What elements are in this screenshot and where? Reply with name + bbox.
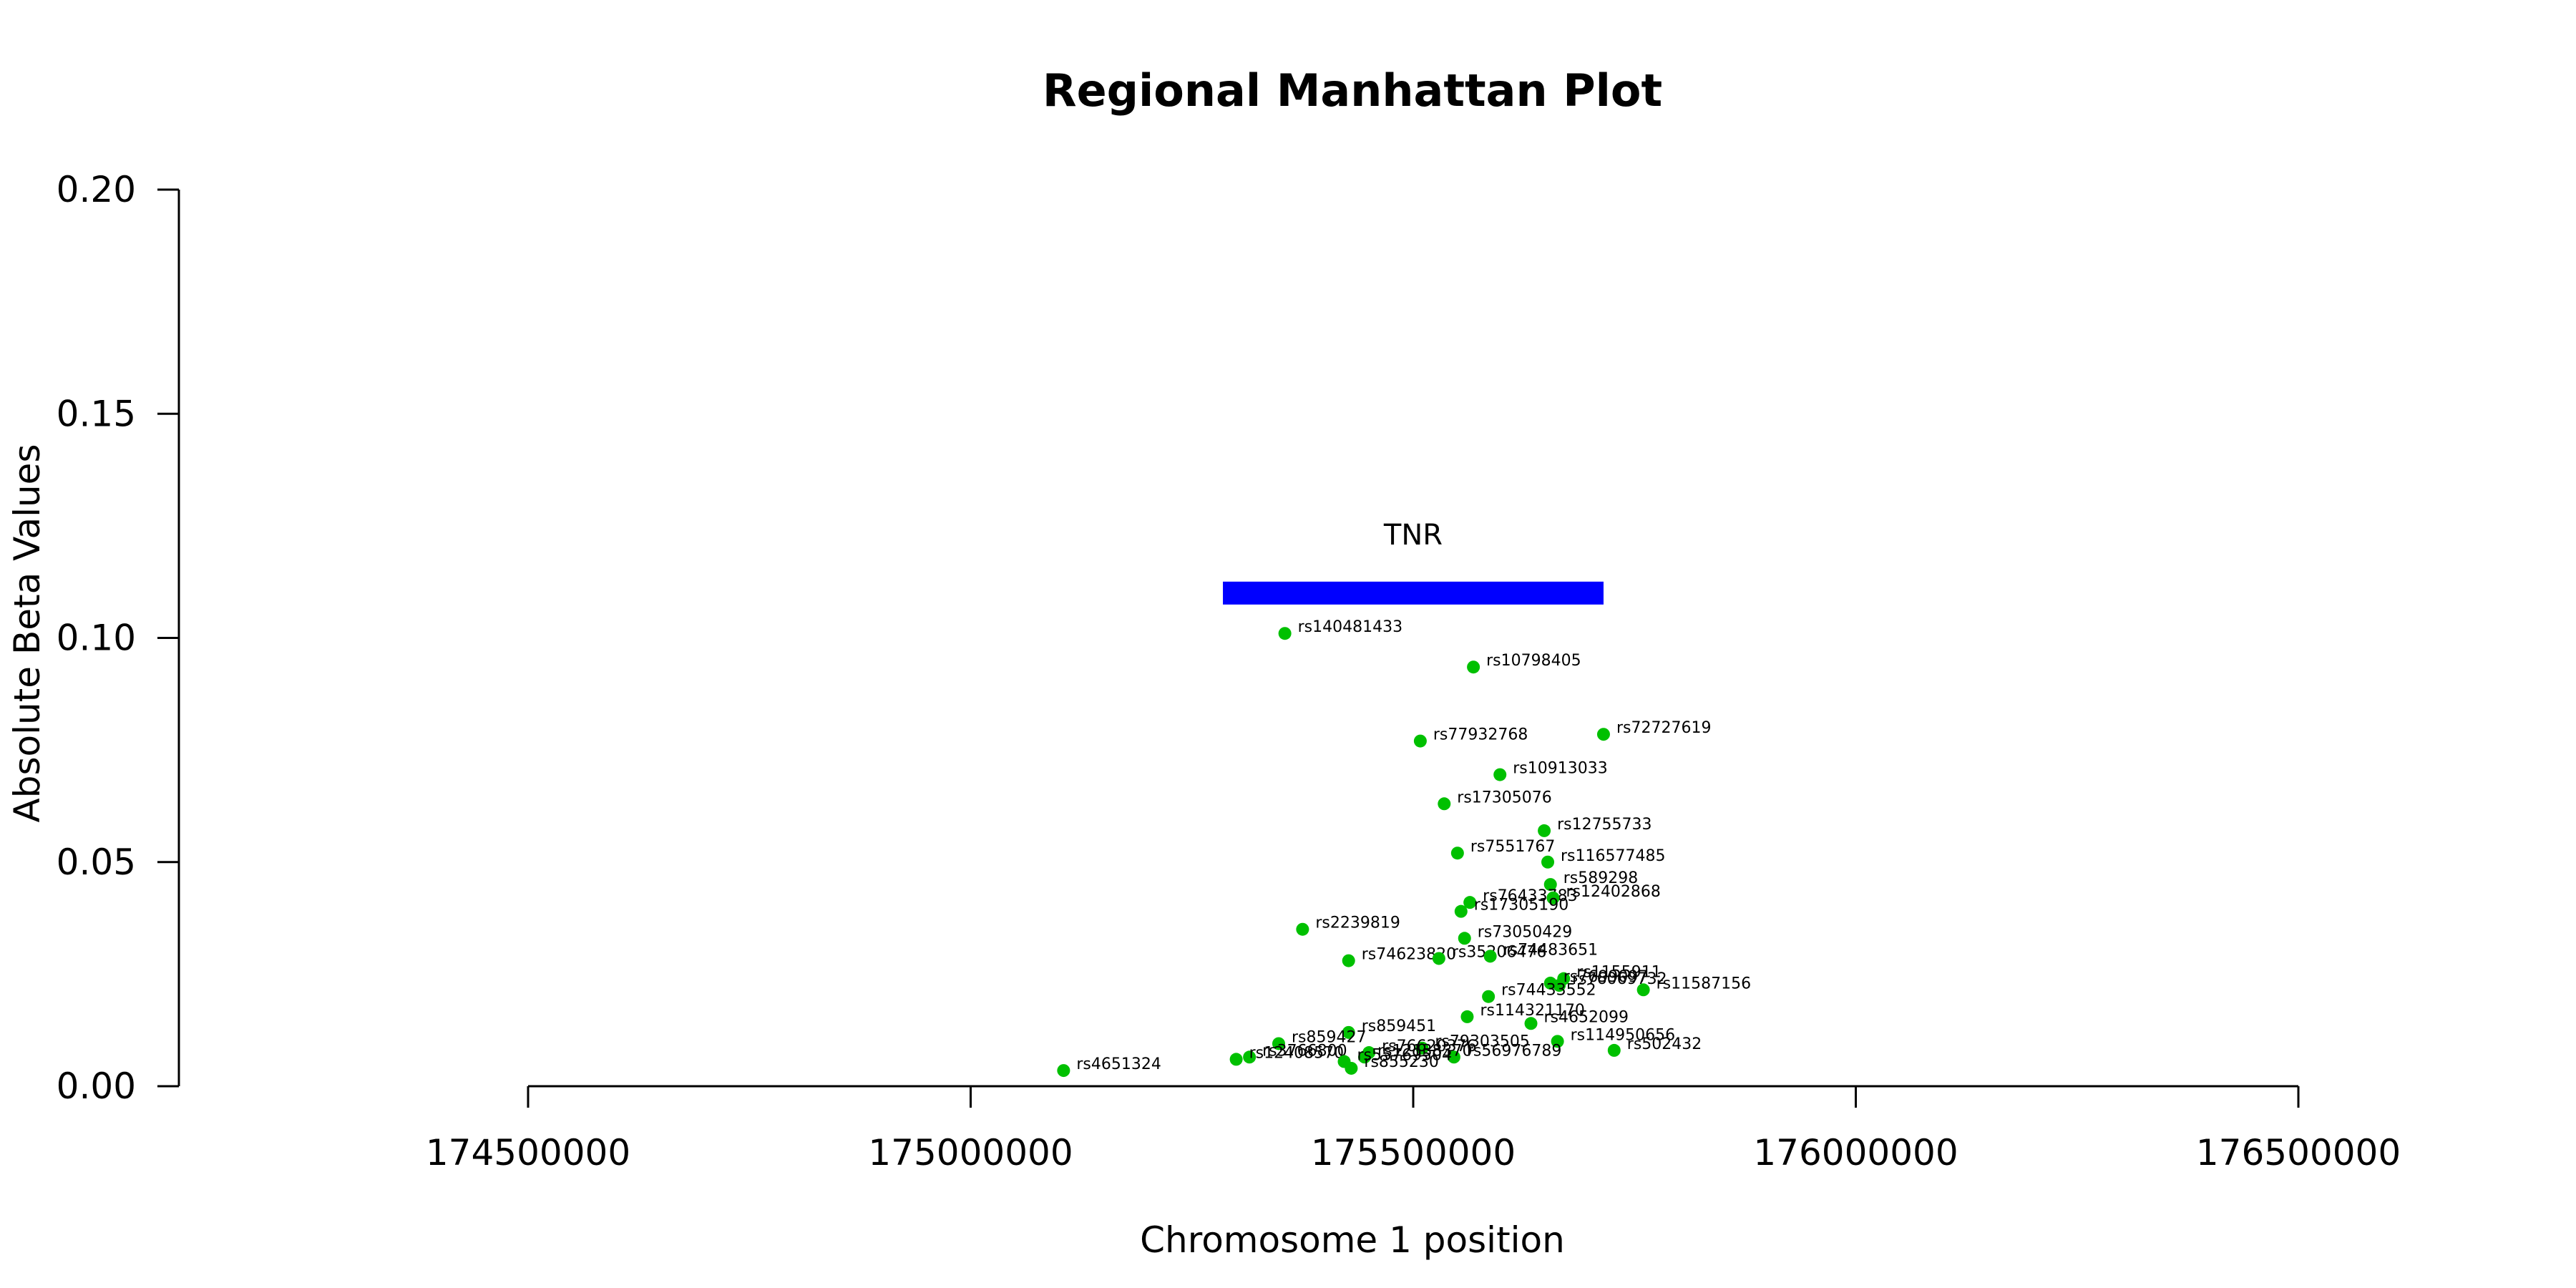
y-axis-label: Absolute Beta Values (6, 444, 48, 823)
snp-point (1546, 891, 1560, 904)
snp-point (1543, 878, 1557, 892)
snp-label: rs3766800 (1262, 1042, 1347, 1060)
snp-point (1272, 1037, 1285, 1050)
snp-label: rs859427 (1292, 1028, 1367, 1046)
snp-point (1463, 896, 1477, 909)
y-tick-label: 0.00 (57, 1065, 136, 1107)
gene-bar (1223, 581, 1604, 605)
snp-label: rs77932768 (1433, 726, 1528, 744)
snp-point (1357, 1050, 1371, 1064)
snp-point (1458, 932, 1471, 945)
snp-point (1553, 979, 1566, 992)
snp-label: rs7551767 (1470, 838, 1556, 856)
x-tick-label: 175000000 (868, 1132, 1073, 1174)
snp-label: rs4652099 (1544, 1008, 1629, 1026)
snp-point (1551, 1035, 1564, 1048)
snp-point (1415, 1041, 1429, 1055)
snp-point (1541, 855, 1555, 869)
snp-label: rs73050429 (1478, 923, 1572, 941)
snp-label: rs114321170 (1480, 1002, 1584, 1020)
y-tick-label: 0.20 (57, 169, 136, 210)
snp-label: rs79303505 (1435, 1033, 1529, 1051)
x-axis-label: Chromosome 1 position (1140, 1219, 1565, 1261)
snp-point (1057, 1064, 1070, 1078)
snp-label: rs72727619 (1616, 719, 1711, 737)
snp-point (1450, 847, 1464, 860)
snp-label: rs35206476 (1452, 943, 1546, 961)
snp-point (1483, 950, 1497, 963)
snp-point (1413, 734, 1427, 748)
snp-label: rs502432 (1627, 1035, 1702, 1053)
snp-label: rs12755733 (1557, 816, 1652, 834)
snp-label: rs17305076 (1457, 789, 1551, 806)
snp-label: rs76433783 (1483, 887, 1577, 905)
snp-point (1345, 1061, 1358, 1075)
axes: 0.00 0.05 0.10 0.15 0.20 174500000 175000000 17… (57, 169, 2401, 1174)
snp-label: rs74483651 (1503, 941, 1598, 959)
snp-point (1524, 1017, 1538, 1030)
snp-label: rs114950656 (1571, 1026, 1675, 1044)
snp-label: rs116577485 (1561, 847, 1665, 865)
x-tick-label: 174500000 (426, 1132, 630, 1174)
snp-label: rs7699097 (1563, 968, 1649, 986)
snp-point (1296, 922, 1309, 936)
snp-point (1342, 1025, 1355, 1039)
snp-label: rs12138370 (1377, 1042, 1472, 1060)
snp-label: rs859451 (1362, 1018, 1437, 1035)
gene-track: TNR (1223, 519, 1604, 605)
snp-label: rs1155911 (1576, 964, 1662, 982)
snp-label: rs76069732 (1572, 970, 1667, 988)
snp-label: rs17305190 (1474, 897, 1568, 914)
snp-label: rs4651324 (1076, 1055, 1161, 1073)
snp-point (1454, 904, 1468, 918)
gene-label: TNR (1383, 519, 1443, 552)
x-tick-label: 176000000 (1753, 1132, 1958, 1174)
snp-label: rs140481433 (1298, 618, 1402, 636)
snp-points: rs140481433 rs10798405 rs77932768 rs7272761… (1057, 618, 1751, 1078)
snp-point (1596, 728, 1610, 741)
chart-title: Regional Manhattan Plot (1043, 64, 1662, 117)
snp-point (1243, 1050, 1257, 1064)
snp-label: rs12402868 (1566, 883, 1660, 901)
snp-label: rs56976789 (1467, 1042, 1561, 1060)
y-tick-label: 0.15 (57, 393, 136, 434)
snp-label: rs12408570 (1249, 1044, 1344, 1062)
snp-point (1438, 797, 1451, 811)
snp-point (1342, 954, 1355, 967)
y-tick-label: 0.05 (57, 841, 136, 883)
snp-point (1447, 1050, 1460, 1064)
snp-label: rs589298 (1563, 869, 1639, 887)
snp-label: rs10913033 (1513, 760, 1607, 778)
snp-point (1482, 990, 1496, 1003)
snp-point (1467, 660, 1480, 674)
snp-label: rs74433552 (1501, 982, 1596, 1000)
snp-label: rs76620376 (1382, 1038, 1476, 1055)
snp-point (1229, 1053, 1243, 1066)
x-tick-label: 176500000 (2196, 1132, 2401, 1174)
snp-label: rs855230 (1364, 1053, 1439, 1071)
snp-point (1460, 1010, 1474, 1023)
snp-point (1432, 952, 1445, 965)
snp-point (1278, 627, 1292, 640)
snp-label: rs2239819 (1315, 914, 1400, 932)
y-tick-label: 0.10 (57, 618, 136, 659)
x-tick-label: 175500000 (1311, 1132, 1516, 1174)
snp-label: rs55769504 (1357, 1047, 1452, 1065)
snp-point (1493, 768, 1507, 781)
snp-label: rs10798405 (1486, 652, 1581, 670)
snp-point (1607, 1043, 1621, 1057)
snp-label: rs11587156 (1657, 975, 1751, 992)
snp-point (1538, 824, 1551, 837)
snp-point (1636, 983, 1650, 997)
